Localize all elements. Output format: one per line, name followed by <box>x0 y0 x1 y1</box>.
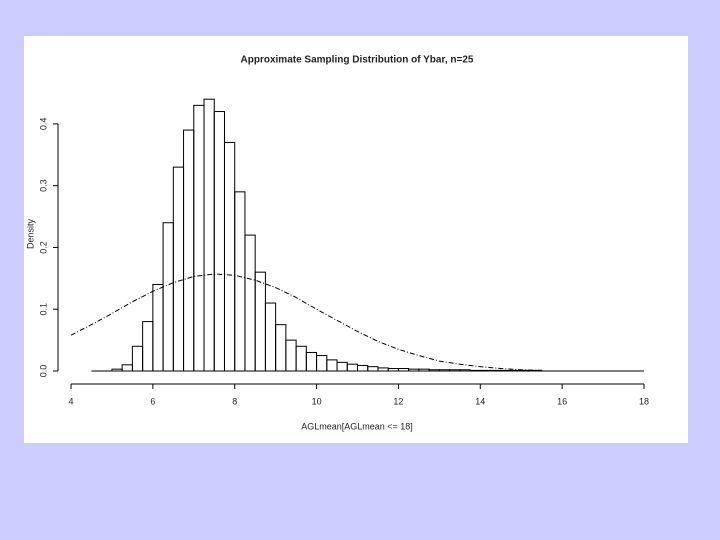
histogram-bar <box>510 369 522 372</box>
density-curve <box>70 273 542 371</box>
y-tick-label: 0.3 <box>38 179 48 192</box>
histogram-bar <box>469 369 481 372</box>
histogram-bar <box>500 369 512 372</box>
x-tick-label: 18 <box>639 396 649 406</box>
x-tick-label: 8 <box>232 396 237 406</box>
y-tick-label: 0.2 <box>38 241 48 254</box>
histogram-bar <box>530 369 543 372</box>
x-tick-label: 4 <box>68 396 73 406</box>
y-axis-label: Density <box>25 218 35 249</box>
plot-panel <box>24 36 688 443</box>
histogram-bar <box>479 369 492 372</box>
y-tick-label: 0.4 <box>38 118 48 131</box>
histogram-bar <box>490 369 502 372</box>
x-axis-label: AGLmean[AGLmean <= 18] <box>301 421 413 431</box>
x-tick-label: 16 <box>557 396 567 406</box>
x-tick-label: 10 <box>312 396 322 406</box>
x-tick-label: 14 <box>475 396 485 406</box>
y-tick-label: 0.1 <box>38 303 48 316</box>
x-tick-label: 6 <box>150 396 155 406</box>
x-tick-label: 12 <box>393 396 403 406</box>
y-tick-label: 0.0 <box>38 365 48 378</box>
chart-title: Approximate Sampling Distribution of Yba… <box>241 55 474 66</box>
